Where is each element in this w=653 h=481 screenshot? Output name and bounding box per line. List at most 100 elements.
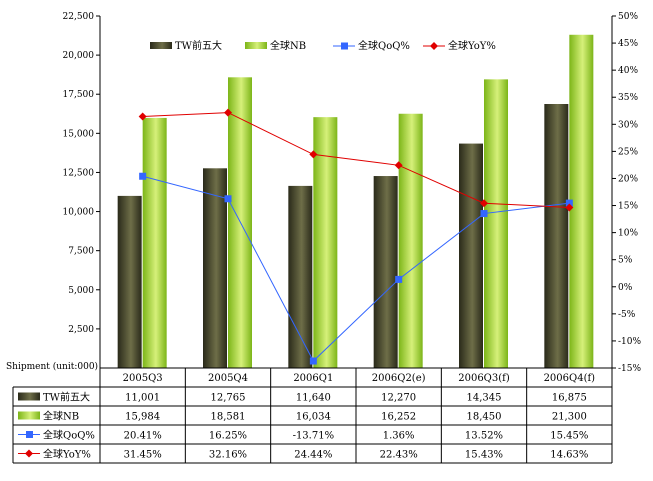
table-cell: 24.44% [294, 450, 332, 461]
line-qoq [142, 175, 570, 362]
legend-label: TW前五大 [175, 39, 222, 52]
point-qoq [565, 199, 573, 207]
table-series-name: 全球YoY% [43, 448, 91, 461]
right-tick-label: 35% [618, 93, 638, 103]
bar-global-nb [313, 117, 338, 368]
table-cell: 15.43% [465, 450, 503, 461]
bar-tw [373, 176, 398, 368]
right-tick-label: -10% [618, 337, 641, 347]
table-cell: 18,450 [467, 412, 502, 423]
table-cell: 11,001 [125, 393, 160, 404]
table-series-name: 全球NB [43, 410, 79, 423]
table-cell: 16.25% [209, 431, 247, 442]
point-yoy [394, 161, 403, 170]
legend: TW前五大 全球NB 全球QoQ% 全球YoY% [150, 39, 496, 52]
table-cell: 16,034 [296, 412, 331, 423]
table-cell: 16,252 [381, 412, 416, 423]
table-series-name: TW前五大 [43, 391, 90, 404]
point-yoy [309, 150, 318, 159]
bar-global-nb [569, 34, 594, 368]
point-qoq [309, 357, 317, 365]
point-qoq [139, 172, 147, 180]
table-cell: 15.45% [550, 431, 588, 442]
bar-series [117, 34, 594, 369]
table-legend-key [18, 392, 40, 401]
left-tick-label: 17,500 [63, 90, 95, 100]
bar-tw [459, 143, 483, 368]
y-axis-label: Shipment (unit:000) [6, 361, 98, 372]
bar-global-nb [142, 117, 167, 368]
right-tick-label: 5% [618, 256, 633, 266]
table-cell: 14.63% [550, 450, 588, 461]
bar-tw [544, 104, 569, 368]
table-cell: 15,984 [125, 412, 160, 423]
table-cell: 16,875 [552, 393, 587, 404]
left-tick-label: 22,500 [63, 12, 95, 22]
table-cell: 12,765 [211, 393, 246, 404]
legend-marker [430, 42, 438, 50]
category-label: 2006Q1 [293, 373, 333, 384]
data-table: 2005Q3 2005Q4 2006Q1 2006Q2(e) 2006Q3(f) 2006… [12, 367, 613, 464]
legend-swatch [150, 42, 172, 49]
line-yoy [142, 112, 570, 209]
table-cell: 1.36% [383, 431, 415, 442]
legend-label: 全球QoQ% [358, 39, 410, 52]
left-tick-label: 2,500 [68, 325, 94, 335]
right-tick-label: 40% [618, 66, 638, 76]
point-qoq [480, 210, 488, 218]
table-cell: 11,640 [296, 393, 331, 404]
table-cell: -13.71% [293, 431, 335, 442]
table-series-name: 全球QoQ% [43, 429, 95, 442]
point-yoy [480, 199, 488, 208]
bar-tw [203, 168, 227, 368]
legend-swatch [245, 42, 267, 49]
table-legend-marker [25, 449, 33, 458]
right-tick-label: 30% [618, 120, 638, 130]
bar-global-nb [484, 79, 508, 369]
table-legend-marker [26, 431, 33, 438]
legend-label: 全球YoY% [448, 39, 496, 52]
right-tick-label: 45% [618, 39, 638, 49]
table-cell: 21,300 [552, 412, 587, 423]
right-tick-label: 15% [618, 202, 638, 212]
bar-global-nb [398, 113, 423, 368]
right-tick-label: 25% [618, 147, 638, 157]
right-axis-ticks: -15% -10% -5% 0% 5% 10% 15% 20% 25% 30% 35% 40% 45% 5… [612, 12, 641, 374]
bar-tw [117, 195, 142, 368]
table-cell: 20.41% [124, 431, 162, 442]
point-yoy [138, 112, 147, 121]
table-legend-key [18, 411, 40, 420]
axes [99, 16, 613, 369]
right-tick-label: -15% [618, 364, 641, 374]
left-axis-ticks: 2,500 5,000 7,500 10,000 12,500 15,000 17,500 2… [63, 12, 100, 335]
point-yoy [224, 108, 232, 117]
table-cell: 18,581 [211, 412, 246, 423]
left-tick-label: 12,500 [63, 168, 95, 178]
table-cell: 12,270 [381, 393, 416, 404]
right-tick-label: 10% [618, 229, 638, 239]
point-qoq [395, 275, 403, 283]
point-yoy [565, 203, 574, 212]
line-series [138, 108, 574, 365]
right-tick-label: 50% [618, 12, 638, 22]
right-tick-label: 0% [618, 283, 633, 293]
category-label: 2006Q2(e) [372, 373, 426, 384]
category-label: 2005Q3 [123, 373, 163, 384]
table-cell: 13.52% [465, 431, 503, 442]
category-label: 2006Q4(f) [544, 373, 596, 384]
left-tick-label: 7,500 [68, 247, 94, 257]
right-tick-label: 20% [618, 174, 638, 184]
category-label: 2006Q3(f) [458, 373, 510, 384]
left-tick-label: 5,000 [68, 286, 94, 296]
point-qoq [224, 195, 232, 203]
left-tick-label: 15,000 [63, 129, 95, 139]
right-tick-label: -5% [618, 310, 636, 320]
left-tick-label: 20,000 [63, 51, 95, 61]
table-cell: 22.43% [380, 450, 418, 461]
left-tick-label: 10,000 [63, 208, 95, 218]
legend-label: 全球NB [270, 39, 306, 52]
table-cell: 32.16% [209, 450, 247, 461]
bar-tw [288, 185, 313, 368]
table-cell: 31.45% [124, 450, 162, 461]
